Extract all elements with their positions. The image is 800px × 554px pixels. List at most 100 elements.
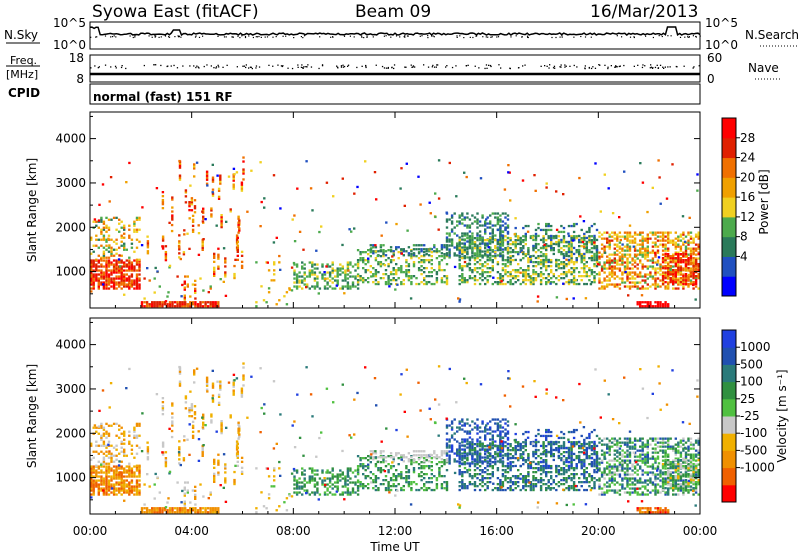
velocity-cell bbox=[193, 371, 196, 374]
power-cell bbox=[580, 228, 583, 232]
power-cell bbox=[667, 241, 670, 244]
power-cell bbox=[550, 259, 553, 262]
power-cell bbox=[476, 218, 479, 221]
power-cell bbox=[177, 245, 181, 248]
noise-strip: 10^5 10^0 10^5 10^0 N.Sky N.Search bbox=[4, 16, 799, 52]
power-cell bbox=[224, 294, 228, 297]
power-cell bbox=[639, 239, 642, 242]
power-cell bbox=[410, 255, 413, 258]
power-cell bbox=[369, 251, 372, 254]
velocity-cell bbox=[400, 488, 403, 492]
power-cell bbox=[341, 285, 344, 288]
power-cell bbox=[128, 275, 131, 278]
power-cell bbox=[440, 255, 444, 258]
power-cell bbox=[694, 285, 698, 288]
freq-tick-top: 18 bbox=[69, 51, 84, 65]
power-cell bbox=[501, 277, 505, 280]
power-cell bbox=[506, 214, 510, 217]
velocity-cell bbox=[351, 487, 355, 490]
power-cell bbox=[194, 279, 197, 282]
power-cell bbox=[506, 265, 510, 268]
power-cell bbox=[529, 279, 533, 282]
power-cell bbox=[533, 174, 536, 177]
power-cell bbox=[242, 170, 245, 173]
power-cell bbox=[664, 235, 667, 238]
power-cell bbox=[334, 275, 337, 278]
noise-search-dot bbox=[194, 36, 197, 38]
velocity-cell bbox=[123, 487, 126, 490]
power-cell bbox=[397, 251, 400, 254]
nave-dot bbox=[435, 66, 437, 68]
power-cell bbox=[484, 247, 487, 250]
velocity-cell bbox=[379, 450, 383, 453]
power-cell bbox=[623, 235, 627, 238]
power-cell bbox=[560, 263, 563, 266]
power-cell bbox=[108, 200, 111, 203]
power-cell bbox=[238, 219, 241, 222]
power-cell bbox=[156, 303, 159, 306]
power-cell bbox=[560, 273, 563, 276]
velocity-cell bbox=[356, 479, 360, 482]
nave-dot bbox=[427, 66, 430, 68]
power-cell bbox=[186, 283, 189, 286]
velocity-cell bbox=[450, 422, 454, 425]
velocity-cell bbox=[212, 507, 215, 510]
power-cell bbox=[550, 246, 553, 250]
velocity-cell bbox=[316, 483, 319, 486]
velocity-cell bbox=[359, 457, 362, 460]
velocity-cell bbox=[428, 477, 431, 480]
power-cell bbox=[651, 245, 655, 248]
noise-search-dot bbox=[551, 36, 553, 39]
power-cell bbox=[616, 249, 619, 252]
velocity-cell bbox=[105, 479, 108, 482]
power-cell bbox=[433, 246, 436, 249]
power-cell bbox=[545, 224, 548, 228]
velocity-cell bbox=[184, 395, 188, 398]
nave-dot bbox=[604, 64, 606, 66]
power-cell bbox=[293, 281, 296, 284]
power-cell bbox=[437, 197, 441, 200]
power-cell bbox=[478, 267, 482, 270]
power-cell bbox=[438, 255, 441, 258]
power-cell bbox=[560, 261, 563, 264]
velocity-cell bbox=[326, 493, 329, 496]
velocity-cell bbox=[236, 452, 239, 455]
power-cell bbox=[557, 239, 561, 242]
power-cell bbox=[519, 250, 522, 254]
velocity-cell bbox=[211, 400, 215, 403]
power-cell bbox=[514, 239, 517, 242]
velocity-cell bbox=[341, 491, 344, 494]
power-cell bbox=[677, 279, 680, 282]
noise-search-dot bbox=[515, 35, 517, 37]
velocity-cell bbox=[278, 467, 281, 470]
velocity-cell bbox=[97, 471, 100, 474]
power-cell bbox=[331, 261, 334, 264]
nave-dot bbox=[210, 65, 212, 67]
velocity-cell bbox=[476, 432, 479, 435]
power-cell bbox=[120, 234, 123, 237]
velocity-cell bbox=[153, 507, 156, 510]
power-cell bbox=[641, 239, 644, 242]
power-cell bbox=[555, 296, 559, 299]
power-cell bbox=[484, 265, 487, 268]
power-cell bbox=[572, 282, 576, 286]
noise-search-dot bbox=[433, 36, 435, 38]
noise-search-dot bbox=[237, 35, 239, 37]
power-cell bbox=[178, 159, 181, 163]
velocity-cell bbox=[242, 384, 245, 387]
power-cell bbox=[651, 249, 655, 252]
power-cell bbox=[130, 283, 134, 286]
power-cell bbox=[107, 263, 111, 266]
nave-dot bbox=[404, 66, 406, 68]
velocity-cell bbox=[201, 452, 204, 455]
power-cell bbox=[489, 257, 492, 260]
velocity-cell bbox=[97, 475, 100, 478]
velocity-cell bbox=[428, 481, 431, 484]
power-cell bbox=[513, 233, 516, 236]
nave-dot bbox=[115, 67, 117, 69]
power-cell bbox=[654, 233, 657, 236]
power-cell bbox=[697, 243, 700, 246]
power-cell bbox=[433, 282, 436, 286]
power-ylabel: Slant Range [km] bbox=[25, 158, 39, 262]
power-cell bbox=[694, 269, 698, 272]
